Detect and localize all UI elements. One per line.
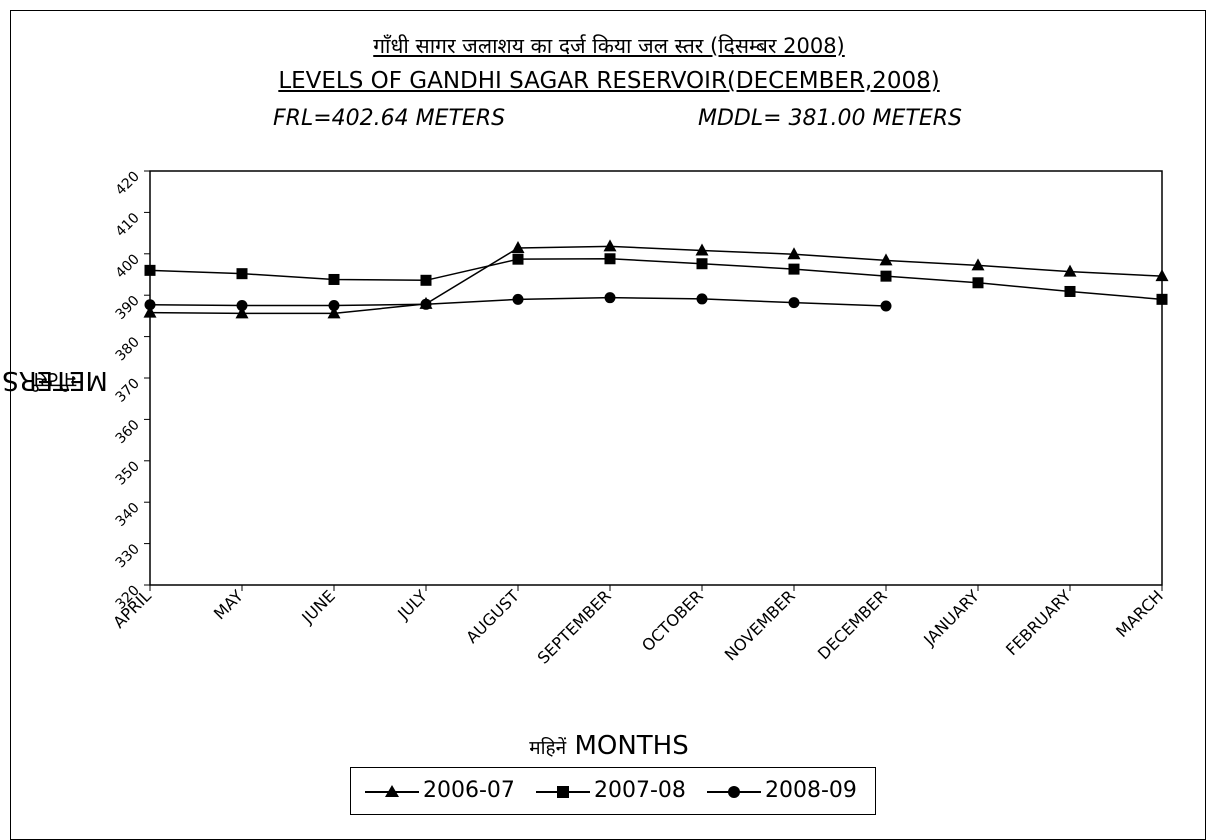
data-point xyxy=(972,277,984,289)
y-tick-label: 330 xyxy=(113,541,143,571)
y-tick-label: 390 xyxy=(113,293,143,323)
data-point xyxy=(512,293,524,305)
data-point xyxy=(511,241,525,254)
y-tick-label: 350 xyxy=(113,458,143,488)
x-tick-label: SEPTEMBER xyxy=(534,586,615,667)
triangle-marker-icon xyxy=(365,785,419,797)
data-point xyxy=(696,293,708,305)
data-point xyxy=(788,297,800,309)
data-point xyxy=(695,243,709,256)
x-tick-label: OCTOBER xyxy=(638,586,707,655)
data-point xyxy=(420,274,432,286)
data-point xyxy=(143,305,157,318)
data-point xyxy=(144,299,156,311)
data-point xyxy=(420,298,432,310)
plot-area xyxy=(149,170,1163,586)
frl-label: FRL=402.64 METERS xyxy=(273,106,506,131)
series-line xyxy=(149,258,1163,301)
data-point xyxy=(1063,264,1077,277)
x-tick-label: JULY xyxy=(393,586,431,624)
x-tick-label: NOVEMBER xyxy=(721,586,799,664)
data-point xyxy=(236,268,248,280)
data-point xyxy=(604,292,616,304)
x-tick-label: MARCH xyxy=(1112,586,1167,641)
legend: 2006-07 2007-08 2008-09 xyxy=(350,767,876,815)
x-axis-label: महिनें MONTHS xyxy=(0,731,1218,761)
square-marker-icon xyxy=(536,786,590,798)
x-tick-label: AUGUST xyxy=(462,586,523,647)
y-tick-label: 410 xyxy=(113,210,143,240)
data-point xyxy=(1156,293,1168,305)
data-point xyxy=(144,264,156,276)
data-point xyxy=(696,258,708,270)
data-point xyxy=(328,300,340,312)
legend-item-2007-08: 2007-08 xyxy=(534,777,694,807)
data-point xyxy=(604,253,616,265)
data-point xyxy=(603,239,617,252)
x-tick-label: MAY xyxy=(210,586,247,623)
x-tick-label: JUNE xyxy=(297,586,338,627)
legend-label: 2007-08 xyxy=(594,778,686,803)
y-tick-label: 360 xyxy=(113,417,143,447)
data-point xyxy=(971,258,985,271)
chart-title-hindi: गाँधी सागर जलाशय का दर्ज किया जल स्तर (द… xyxy=(373,34,845,58)
x-axis-label-hindi: महिनें xyxy=(529,737,567,759)
mddl-label: MDDL= 381.00 METERS xyxy=(698,106,962,131)
data-point xyxy=(1064,285,1076,297)
series-line xyxy=(149,245,1163,315)
y-tick-label: 380 xyxy=(113,334,143,364)
y-tick-label: 370 xyxy=(113,376,143,406)
x-axis-label-english: MONTHS xyxy=(574,731,689,761)
x-tick-label: FEBRUARY xyxy=(1002,586,1075,659)
y-tick-label: 400 xyxy=(113,251,143,281)
x-tick-label: DECEMBER xyxy=(814,586,891,663)
circle-marker-icon xyxy=(707,786,761,798)
data-point xyxy=(788,263,800,275)
chart-title: LEVELS OF GANDHI SAGAR RESERVOIR(DECEMBE… xyxy=(278,68,940,94)
data-point xyxy=(328,273,340,285)
x-tick-label: JANUARY xyxy=(919,586,983,650)
legend-item-2008-09: 2008-09 xyxy=(705,777,865,807)
y-axis-label-english: METERS xyxy=(2,365,108,395)
data-point xyxy=(880,300,892,312)
legend-label: 2008-09 xyxy=(765,778,857,803)
data-point xyxy=(879,253,893,266)
data-point xyxy=(1155,269,1169,282)
y-tick-label: 340 xyxy=(113,500,143,530)
data-point xyxy=(880,270,892,282)
legend-label: 2006-07 xyxy=(423,778,515,803)
legend-item-2006-07: 2006-07 xyxy=(363,777,523,807)
data-point xyxy=(327,306,341,319)
y-tick-label: 420 xyxy=(113,169,143,199)
data-point xyxy=(512,253,524,265)
data-point xyxy=(236,300,248,312)
data-point xyxy=(235,306,249,319)
data-point xyxy=(787,247,801,260)
